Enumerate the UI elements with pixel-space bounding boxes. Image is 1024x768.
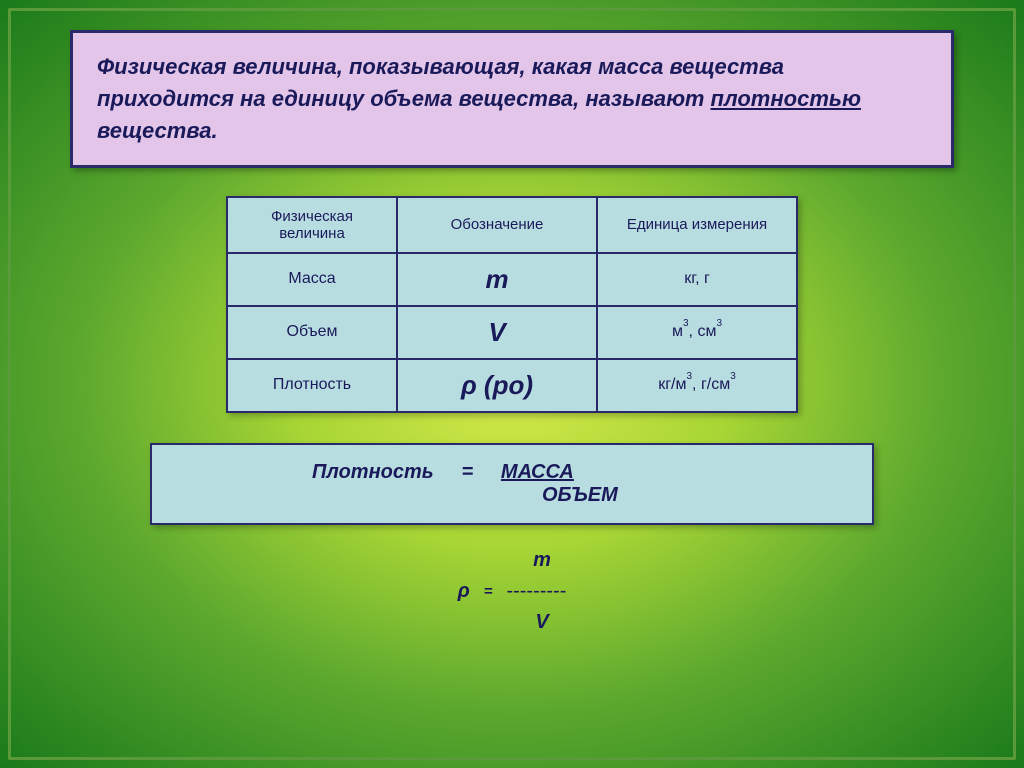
quantities-table: Физическая величина Обозначение Единица … [226, 196, 798, 413]
formula-eq: = [484, 583, 493, 600]
quantity-name: Объем [227, 306, 397, 359]
word-formula-box: Плотность = МАССА ОБЪЕМ [150, 443, 874, 525]
quantity-unit: кг/м3, г/см3 [597, 359, 797, 412]
definition-text: Физическая величина, показывающая, какая… [97, 51, 927, 147]
definition-box: Физическая величина, показывающая, какая… [70, 30, 954, 168]
definition-after: вещества. [97, 118, 218, 143]
quantity-symbol: ρ (ро) [397, 359, 597, 412]
formula-frac: --------- [506, 580, 566, 603]
formula-lhs: ρ [458, 580, 470, 603]
table-header: Обозначение [397, 197, 597, 253]
word-formula-line1: Плотность = МАССА [172, 461, 852, 484]
word-formula-line2: ОБЪЕМ [172, 484, 852, 507]
quantity-symbol: m [397, 253, 597, 306]
table-header: Единица измерения [597, 197, 797, 253]
table-header-row: Физическая величина Обозначение Единица … [227, 197, 797, 253]
formula-numerator: m [130, 549, 954, 572]
definition-emph: плотностью [711, 86, 861, 111]
table-row: Объем V м3, см3 [227, 306, 797, 359]
formula-denominator: V [130, 611, 954, 634]
table-row: Масса m кг, г [227, 253, 797, 306]
definition-before: Физическая величина, показывающая, какая… [97, 54, 784, 111]
quantity-unit: м3, см3 [597, 306, 797, 359]
symbol-formula: m ρ = --------- V [70, 549, 954, 634]
table-row: Плотность ρ (ро) кг/м3, г/см3 [227, 359, 797, 412]
table-header: Физическая величина [227, 197, 397, 253]
quantity-name: Масса [227, 253, 397, 306]
quantity-name: Плотность [227, 359, 397, 412]
quantity-unit: кг, г [597, 253, 797, 306]
quantity-symbol: V [397, 306, 597, 359]
